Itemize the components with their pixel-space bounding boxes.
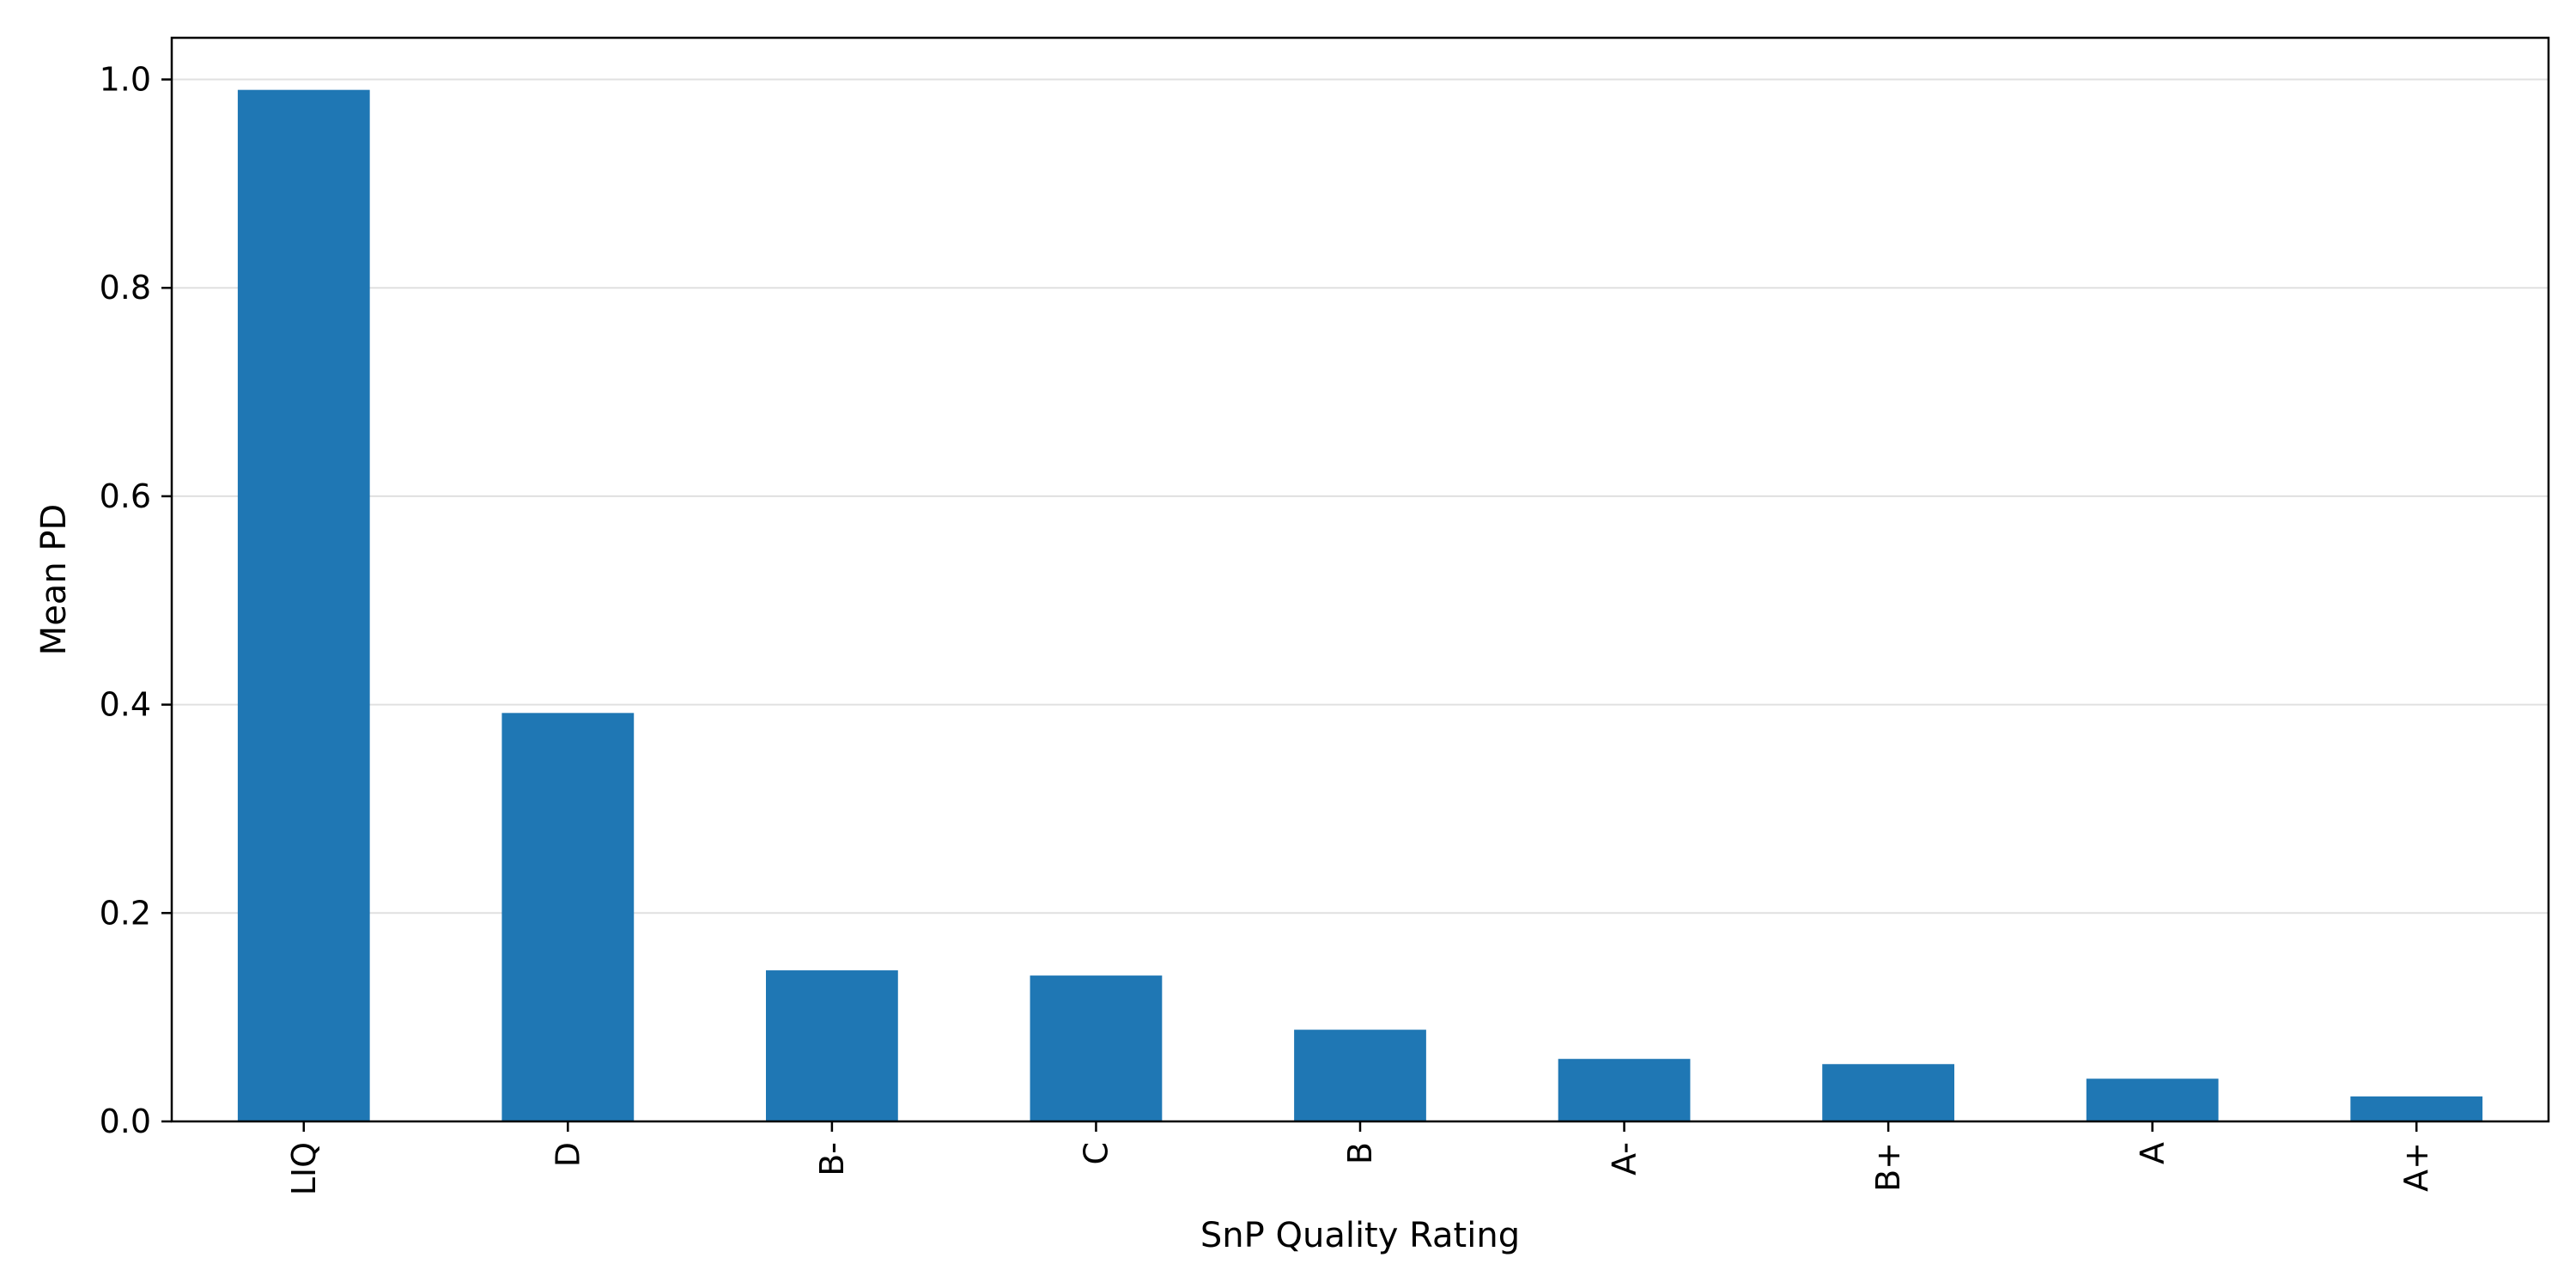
y-tick-label: 1.0 bbox=[100, 61, 151, 99]
y-tick-label: 0.2 bbox=[100, 894, 151, 932]
x-tick-label: D bbox=[549, 1142, 586, 1167]
bar-C bbox=[1030, 975, 1163, 1121]
bar-LIQ bbox=[237, 89, 370, 1121]
bar-B bbox=[1294, 1030, 1426, 1121]
x-tick-label: B+ bbox=[1869, 1142, 1907, 1192]
x-axis-label: SnP Quality Rating bbox=[1200, 1216, 1520, 1255]
y-tick-label: 0.8 bbox=[100, 269, 151, 307]
bar-B+ bbox=[1822, 1064, 1954, 1121]
bar-A+ bbox=[2350, 1096, 2483, 1121]
bar-A bbox=[2086, 1078, 2219, 1121]
y-tick-label: 0.4 bbox=[100, 686, 151, 724]
x-tick-label: A+ bbox=[2397, 1142, 2435, 1192]
bar-D bbox=[501, 713, 635, 1121]
x-tick-label: C bbox=[1077, 1142, 1115, 1165]
x-axis-ticks: LIQ D B- C B A- B+ A A+ bbox=[285, 1121, 2435, 1195]
bars bbox=[237, 89, 2483, 1121]
y-tick-label: 0.6 bbox=[100, 477, 151, 515]
x-tick-label: B- bbox=[813, 1142, 851, 1176]
y-axis-label: Mean PD bbox=[34, 504, 74, 656]
x-tick-label: LIQ bbox=[285, 1142, 323, 1195]
bar-A- bbox=[1558, 1059, 1691, 1121]
bar-B- bbox=[766, 970, 898, 1121]
x-tick-label: A- bbox=[1606, 1142, 1643, 1176]
x-tick-label: A bbox=[2134, 1142, 2172, 1164]
y-axis-ticks: 0.0 0.2 0.4 0.6 0.8 1.0 bbox=[100, 61, 172, 1140]
y-tick-label: 0.0 bbox=[100, 1103, 151, 1140]
x-tick-label: B bbox=[1341, 1142, 1379, 1164]
